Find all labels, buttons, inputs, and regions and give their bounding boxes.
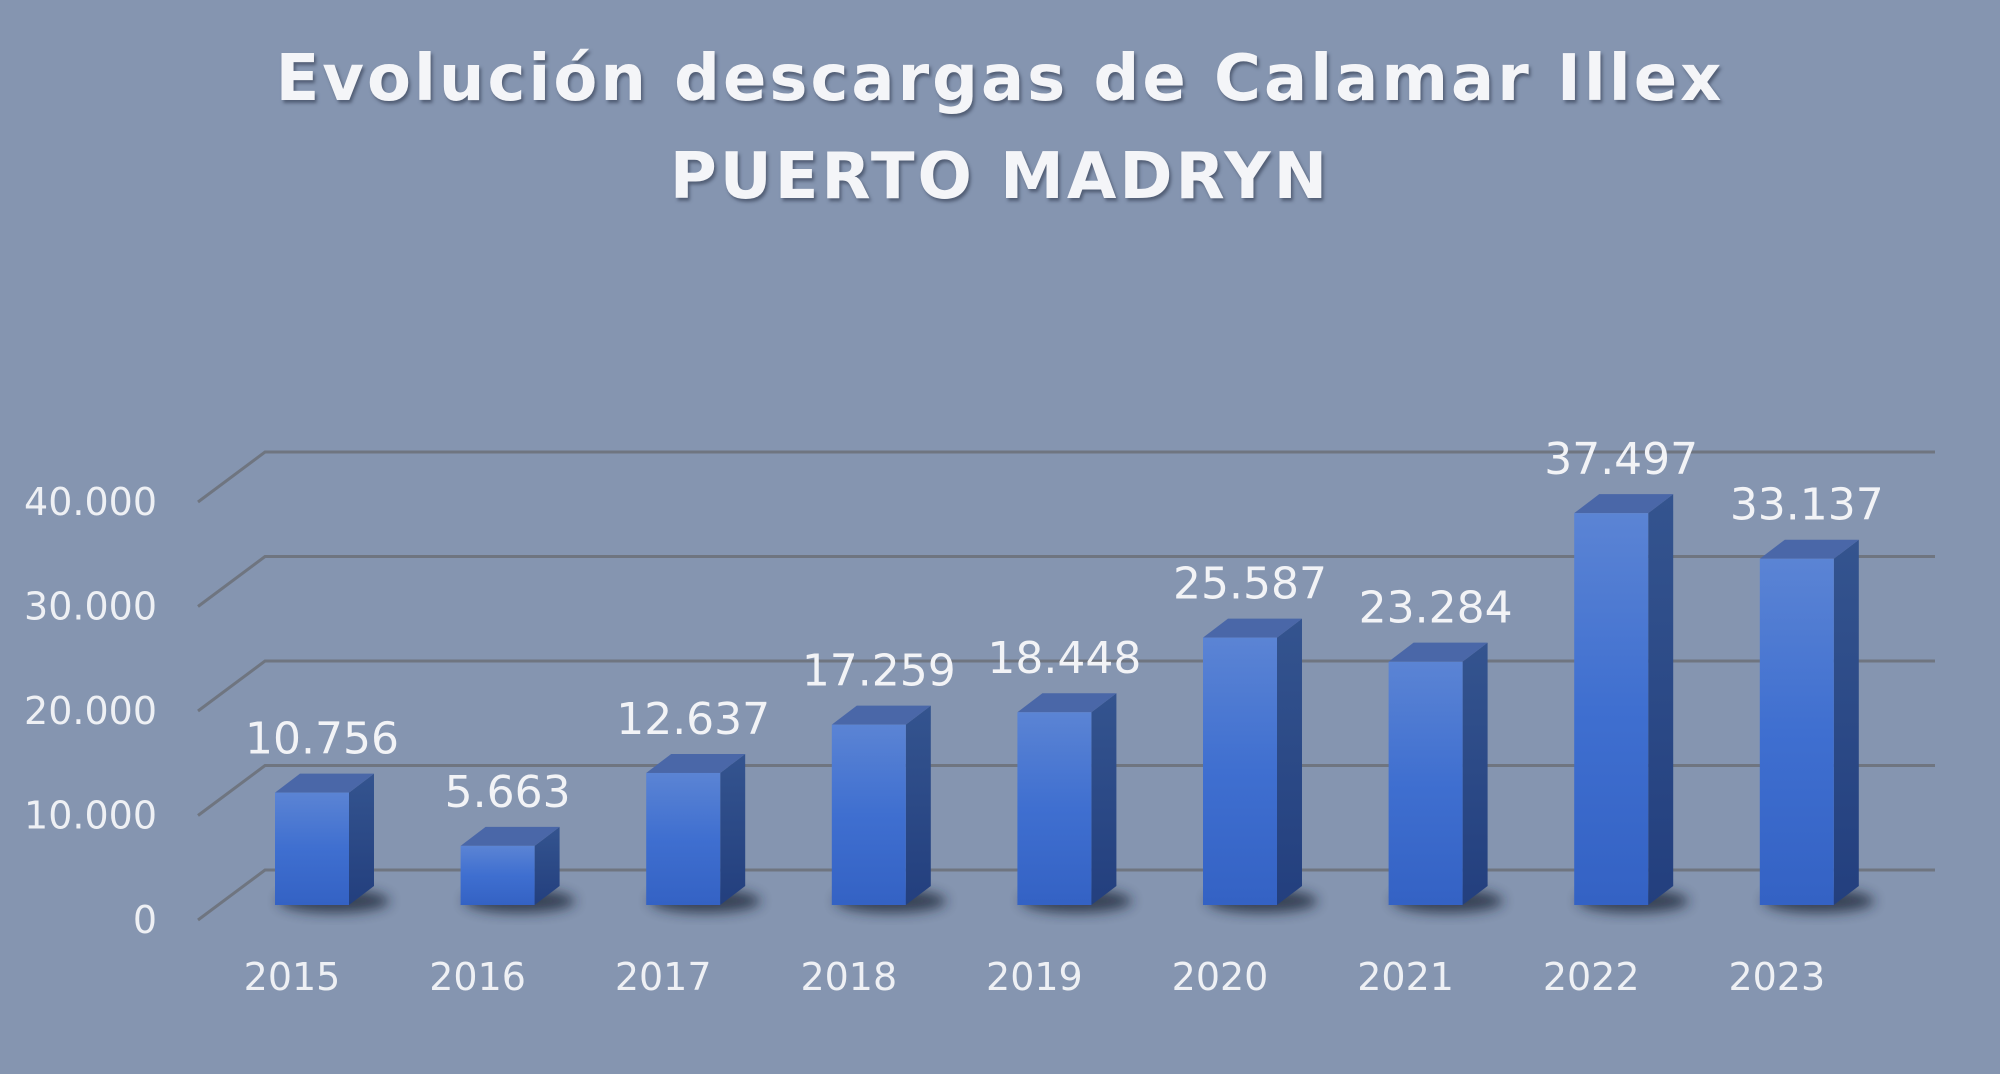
gridline bbox=[197, 764, 1935, 817]
bar-2016: 5.663 bbox=[445, 767, 576, 913]
bar-2022: 37.497 bbox=[1544, 434, 1698, 913]
x-category-label: 2022 bbox=[1543, 955, 1640, 999]
y-tick-label: 30.000 bbox=[24, 585, 157, 629]
chart-title-line-2: PUERTO MADRYN bbox=[669, 140, 1331, 214]
y-tick-label: 20.000 bbox=[24, 689, 157, 733]
data-label: 37.497 bbox=[1544, 434, 1698, 485]
bar-2021: 23.284 bbox=[1359, 583, 1513, 913]
x-category-label: 2015 bbox=[244, 955, 341, 999]
gridline bbox=[197, 555, 1935, 608]
x-category-label: 2019 bbox=[986, 955, 1083, 999]
bar-2019: 18.448 bbox=[987, 633, 1141, 913]
bar-2015: 10.756 bbox=[245, 714, 399, 913]
data-label: 10.756 bbox=[245, 714, 399, 765]
data-label: 23.284 bbox=[1359, 583, 1513, 634]
x-category-label: 2017 bbox=[615, 955, 712, 999]
bar-2020: 25.587 bbox=[1173, 559, 1327, 913]
data-label: 5.663 bbox=[445, 767, 571, 818]
y-axis-ticks: 0 10.000 20.000 30.000 40.000 bbox=[24, 480, 157, 942]
bars: 10.756 5.663 12.637 17.259 18.448 25.587 23.28… bbox=[245, 434, 1884, 913]
data-label: 33.137 bbox=[1730, 480, 1884, 531]
data-label: 25.587 bbox=[1173, 559, 1327, 610]
x-category-label: 2016 bbox=[429, 955, 526, 999]
x-category-label: 2021 bbox=[1357, 955, 1454, 999]
x-category-label: 2020 bbox=[1172, 955, 1269, 999]
bar-2018: 17.259 bbox=[802, 646, 956, 913]
y-tick-label: 40.000 bbox=[24, 480, 157, 524]
gridline bbox=[197, 450, 1935, 504]
bar-2023: 33.137 bbox=[1730, 480, 1884, 913]
x-category-label: 2023 bbox=[1728, 955, 1825, 999]
x-category-label: 2018 bbox=[800, 955, 897, 999]
x-axis-labels: 2015 2016 2017 2018 2019 2020 2021 2022 2023 bbox=[244, 955, 1826, 999]
gridline bbox=[197, 868, 1935, 922]
y-tick-label: 10.000 bbox=[24, 794, 157, 838]
data-label: 12.637 bbox=[616, 694, 770, 745]
bar-2017: 12.637 bbox=[616, 694, 770, 913]
data-label: 18.448 bbox=[987, 633, 1141, 684]
data-label: 17.259 bbox=[802, 646, 956, 697]
gridline bbox=[197, 659, 1935, 713]
chart-title-line-1: Evolución descargas de Calamar Illex bbox=[275, 42, 1725, 116]
y-tick-label: 0 bbox=[133, 898, 157, 942]
gridlines bbox=[197, 450, 1935, 922]
